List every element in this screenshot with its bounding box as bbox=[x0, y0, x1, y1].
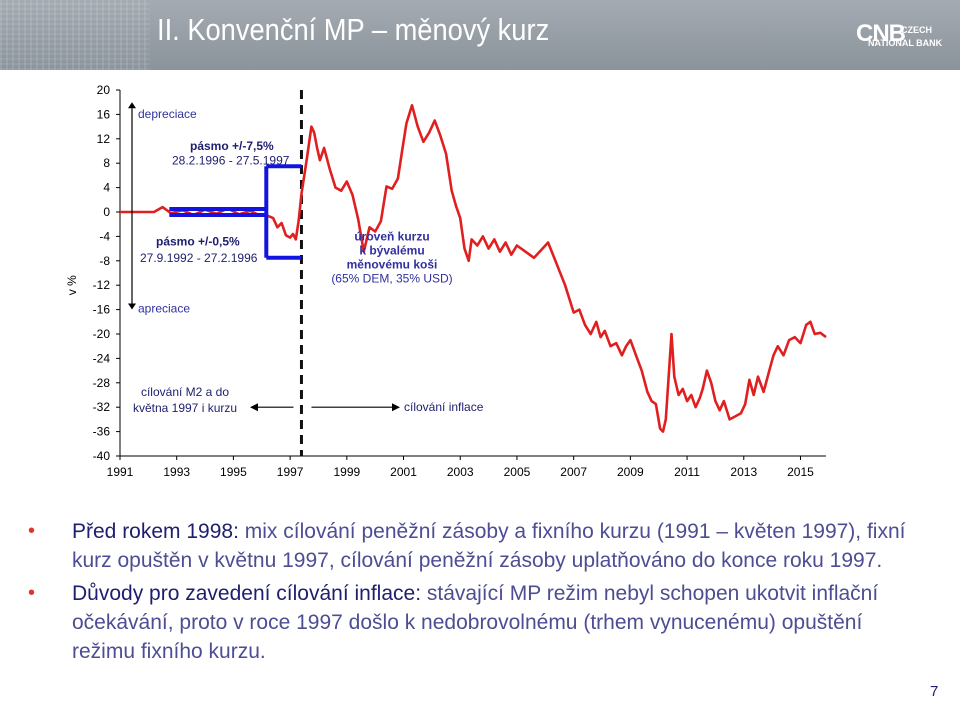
inflation-regime-label: cílování inflace bbox=[404, 400, 484, 414]
x-tick-label: 1997 bbox=[277, 465, 304, 479]
logo-line-1: CZECH bbox=[901, 25, 932, 35]
m2-regime-label-line-2: května 1997 i kurzu bbox=[133, 401, 237, 415]
y-tick-label: -28 bbox=[93, 376, 111, 390]
bullet-lead-2: Důvody pro zavedení cílování inflace: bbox=[72, 582, 422, 605]
m2-regime-label-line-1: cílování M2 a do bbox=[141, 385, 229, 399]
y-tick-label: 16 bbox=[97, 107, 111, 121]
y-tick-label: -40 bbox=[93, 449, 111, 463]
y-tick-label: -4 bbox=[99, 229, 110, 243]
x-tick-label: 2001 bbox=[390, 465, 417, 479]
x-tick-label: 1993 bbox=[163, 465, 190, 479]
exchange-rate-chart: 20 16 12 8 4 0 -4 -8 -12 -16 -20 -24 -28 -32 -36 -40 199… bbox=[65, 83, 827, 479]
band-2-label: pásmo +/-7,5% bbox=[190, 139, 274, 153]
band-2-dates: 28.2.1996 - 27.5.1997 bbox=[172, 153, 290, 167]
basket-note-line-3: měnovému koši bbox=[347, 258, 438, 272]
cnb-logo: CNB CZECH NATIONAL BANK bbox=[856, 20, 956, 52]
x-tick-label: 1991 bbox=[107, 465, 134, 479]
y-tick-label: -12 bbox=[93, 278, 111, 292]
basket-note-line-1: úroveň kurzu bbox=[354, 230, 429, 244]
y-tick-label: -20 bbox=[93, 327, 111, 341]
direction-arrow-down-head bbox=[128, 303, 136, 310]
x-tick-label: 1999 bbox=[333, 465, 360, 479]
y-tick-label: -24 bbox=[93, 351, 111, 365]
bullet-item-2: • Důvody pro zavedení cílování inflace: … bbox=[28, 579, 928, 666]
bullet-text-2: stávající MP režim nebyl schopen ukotvit… bbox=[72, 582, 879, 663]
y-tick-label: 8 bbox=[103, 156, 110, 170]
bullet-text-1: mix cílování peněžní zásoby a fixního ku… bbox=[72, 520, 906, 572]
bullet-item-1: • Před rokem 1998: mix cílování peněžní … bbox=[28, 517, 928, 575]
depreciace-label: depreciace bbox=[138, 107, 197, 121]
page-number: 7 bbox=[930, 683, 939, 700]
x-tick-label: 2013 bbox=[730, 465, 757, 479]
page-title: II. Konvenční MP – měnový kurz bbox=[157, 12, 550, 47]
band-1-label: pásmo +/-0,5% bbox=[156, 235, 240, 249]
bullet-list: • Před rokem 1998: mix cílování peněžní … bbox=[28, 517, 928, 670]
y-tick-label: -8 bbox=[99, 254, 110, 268]
y-tick-label: 0 bbox=[103, 205, 110, 219]
x-tick-label: 2003 bbox=[447, 465, 474, 479]
y-tick-label: -32 bbox=[93, 400, 111, 414]
x-tick-label: 2011 bbox=[674, 465, 700, 479]
x-tick-label: 2005 bbox=[504, 465, 531, 479]
bullet-dot: • bbox=[28, 520, 36, 542]
logo-mark: CNB bbox=[856, 20, 906, 47]
basket-note-line-2: k bývalému bbox=[359, 244, 424, 258]
exchange-rate-line bbox=[120, 103, 827, 433]
y-tick-label: 12 bbox=[97, 132, 111, 146]
direction-arrow-up-head bbox=[128, 102, 136, 109]
bullet-lead-1: Před rokem 1998: bbox=[72, 520, 239, 543]
x-tick-label: 2007 bbox=[560, 465, 587, 479]
m2-regime-arrow-head bbox=[250, 403, 258, 412]
bullet-dot: • bbox=[28, 582, 36, 604]
x-tick-label: 2015 bbox=[787, 465, 814, 479]
x-tick-label: 2009 bbox=[617, 465, 644, 479]
y-axis-label: v % bbox=[65, 275, 79, 295]
inflation-regime-arrow-head bbox=[392, 403, 400, 412]
header-bar: II. Konvenční MP – měnový kurz CNB CZECH… bbox=[0, 0, 960, 70]
band-1-dates: 27.9.1992 - 27.2.1996 bbox=[140, 251, 258, 265]
apreciace-label: apreciace bbox=[138, 302, 190, 316]
header-pattern bbox=[0, 0, 150, 70]
y-tick-label: -36 bbox=[93, 425, 111, 439]
y-tick-label: 20 bbox=[97, 83, 111, 97]
logo-line-2: NATIONAL BANK bbox=[868, 38, 943, 48]
x-tick-label: 1995 bbox=[220, 465, 247, 479]
y-tick-label: -16 bbox=[93, 303, 111, 317]
basket-note-line-4: (65% DEM, 35% USD) bbox=[331, 272, 452, 286]
y-tick-label: 4 bbox=[103, 181, 110, 195]
